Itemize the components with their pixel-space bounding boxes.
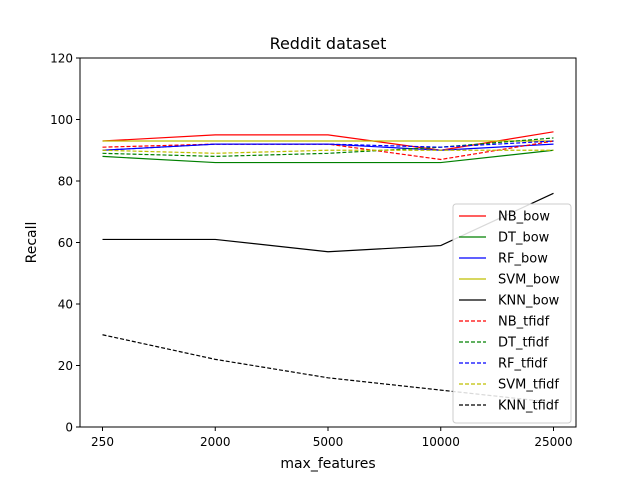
legend-label: DT_tfidf (498, 336, 549, 351)
x-axis-label: max_features (280, 456, 375, 472)
legend-label: KNN_bow (498, 294, 560, 309)
legend-label: SVM_bow (498, 273, 560, 288)
y-tick-label: 80 (58, 175, 73, 189)
series-line-dt-tfidf (102, 137, 554, 158)
legend-label: NB_tfidf (498, 315, 550, 330)
series-line-nb-bow (102, 131, 554, 151)
series-line-rf-tfidf (102, 140, 554, 151)
legend-label: KNN_tfidf (498, 399, 559, 414)
x-axis: 250 2000 5000 10000 25000 (91, 427, 573, 449)
legend-label: NB_bow (498, 210, 550, 225)
x-tick-label: 5000 (313, 435, 344, 449)
y-axis-label: Recall (24, 222, 40, 264)
x-tick-label: 250 (91, 435, 114, 449)
legend: NB_bow DT_bow RF_bow SVM_bow KNN_bow NB_tfidf… (452, 203, 572, 424)
y-axis: 0 20 40 60 80 100 120 (50, 52, 80, 435)
legend-label: RF_bow (498, 252, 548, 267)
y-tick-label: 120 (50, 52, 73, 66)
chart-title: Reddit dataset (270, 34, 387, 53)
y-tick-label: 40 (58, 298, 73, 312)
y-tick-label: 20 (58, 359, 73, 373)
legend-label: SVM_tfidf (498, 378, 559, 393)
y-tick-label: 0 (65, 421, 73, 435)
legend-box (452, 203, 572, 424)
x-tick-label: 2000 (200, 435, 231, 449)
y-tick-label: 100 (50, 113, 73, 127)
x-tick-label: 10000 (422, 435, 460, 449)
legend-label: DT_bow (498, 231, 550, 246)
legend-label: RF_tfidf (498, 357, 548, 372)
x-tick-label: 25000 (534, 435, 572, 449)
series-line-svm-tfidf (102, 149, 554, 154)
y-tick-label: 60 (58, 236, 73, 250)
series-line-dt-bow (102, 149, 554, 164)
